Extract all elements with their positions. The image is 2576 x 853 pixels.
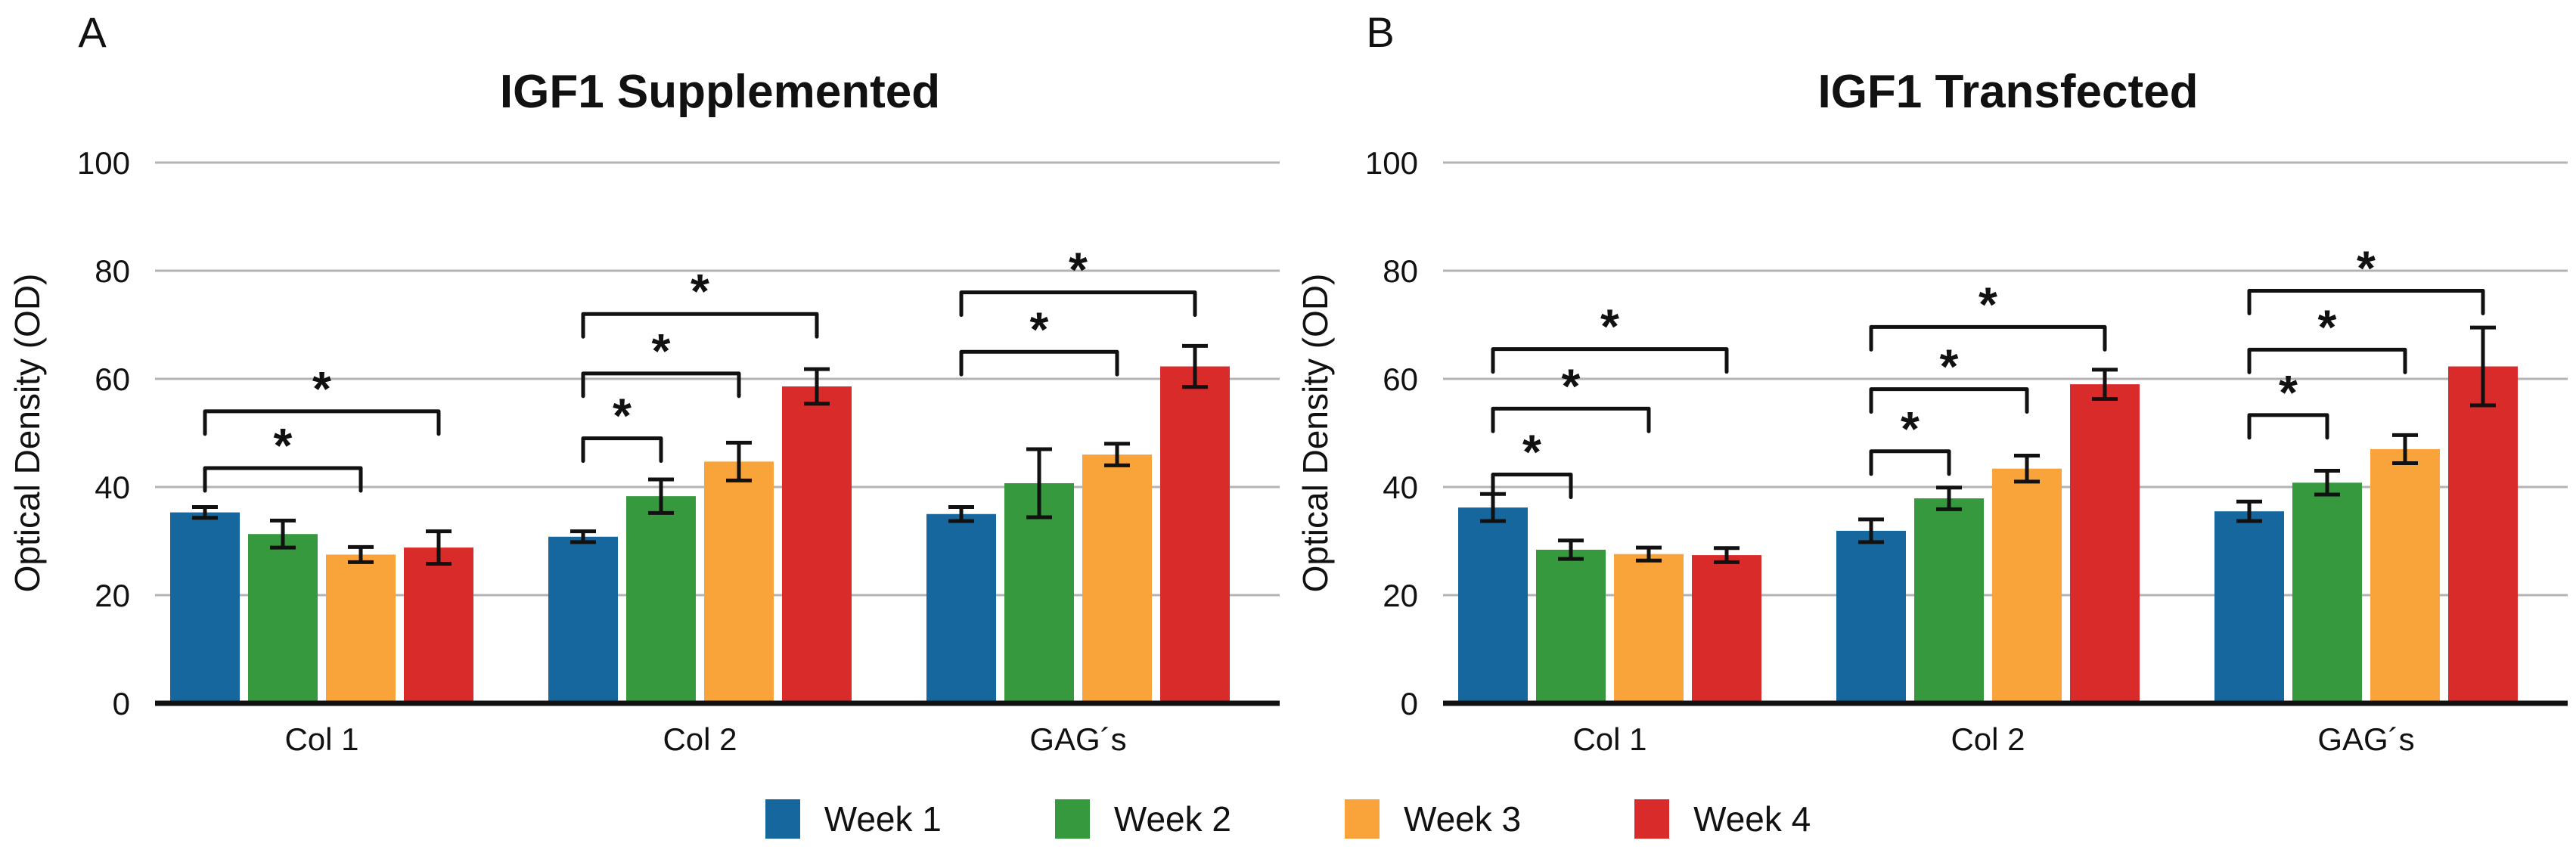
x-category-label: GAG´s <box>1029 721 1126 757</box>
bar-week-3 <box>704 461 774 703</box>
bar-week-3 <box>326 554 396 703</box>
chart-title: IGF1 Supplemented <box>500 66 940 118</box>
bar-week-2 <box>2292 482 2362 703</box>
significance-bracket <box>959 290 1197 318</box>
y-tick-label: 60 <box>1383 361 1418 397</box>
bar-week-4 <box>1160 366 1230 703</box>
legend-swatch-week-4 <box>1634 799 1670 839</box>
significance-asterisk: * <box>691 264 709 318</box>
significance-bracket <box>2247 288 2485 315</box>
y-tick-label: 80 <box>1383 253 1418 289</box>
x-category-label: Col 2 <box>1951 721 2025 757</box>
y-tick-label: 0 <box>113 686 130 721</box>
y-tick-label: 100 <box>1365 145 1418 181</box>
significance-bracket <box>2247 413 2329 440</box>
significance-bracket <box>581 436 663 464</box>
significance-asterisk: * <box>1940 340 1959 394</box>
bar-week-3 <box>1614 554 1684 703</box>
bar-week-1 <box>1836 530 1906 703</box>
legend-item: Week 3 <box>1345 799 1521 839</box>
significance-asterisk: * <box>652 324 671 378</box>
legend-swatch-week-2 <box>1054 799 1090 839</box>
bar-week-4 <box>1692 555 1761 703</box>
significance-bracket <box>959 349 1119 377</box>
bar-week-3 <box>1082 454 1152 703</box>
significance-asterisk: * <box>2318 299 2337 354</box>
bar-week-4 <box>2448 366 2518 703</box>
legend-label: Week 1 <box>824 799 942 839</box>
y-tick-label: 20 <box>1383 578 1418 613</box>
bar-week-2 <box>626 496 696 703</box>
significance-asterisk: * <box>2357 240 2376 295</box>
chart-panel-b: * * * * * * * * * 0 20 40 60 80 100 Col 1 Col 2 GAG´s IGF1… <box>1296 8 2568 757</box>
significance-asterisk: * <box>1979 277 1997 331</box>
x-category-label: GAG´s <box>2317 721 2414 757</box>
bar-week-2 <box>1914 498 1984 703</box>
bar-week-4 <box>404 547 473 703</box>
bar-week-3 <box>2370 448 2440 703</box>
significance-asterisk: * <box>1901 402 1920 456</box>
significance-asterisk: * <box>2279 365 2298 420</box>
x-category-label: Col 1 <box>1572 721 1646 757</box>
bar-week-1 <box>2214 511 2284 703</box>
bar-week-2 <box>1536 549 1606 703</box>
y-tick-label: 20 <box>95 578 130 613</box>
significance-bracket <box>1869 387 2029 414</box>
bar-week-2 <box>248 534 318 703</box>
significance-asterisk: * <box>1562 358 1581 413</box>
bar-week-1 <box>926 513 996 703</box>
chart-panel-a: * * * * * * * 0 20 40 60 80 100 Col 1 Col 2 GAG´s IGF1 S… <box>8 8 1280 757</box>
x-category-label: Col 1 <box>284 721 358 757</box>
panel-letter: A <box>78 8 107 56</box>
legend: Week 1 Week 2 Week 3 Week 4 <box>0 793 2576 845</box>
significance-bracket <box>1491 473 1573 500</box>
bar-week-4 <box>782 386 852 703</box>
significance-bracket <box>203 409 441 436</box>
significance-bracket <box>581 371 741 399</box>
legend-swatch-week-1 <box>765 799 800 839</box>
significance-asterisk: * <box>1600 299 1619 354</box>
significance-asterisk: * <box>274 418 293 473</box>
legend-item: Week 1 <box>765 799 942 839</box>
significance-bracket <box>1491 347 1729 374</box>
bar-week-1 <box>170 512 240 703</box>
legend-label: Week 2 <box>1113 799 1231 839</box>
legend-item: Week 2 <box>1054 799 1231 839</box>
x-category-label: Col 2 <box>663 721 737 757</box>
y-tick-label: 60 <box>95 361 130 397</box>
y-tick-label: 80 <box>95 253 130 289</box>
bar-week-4 <box>2070 384 2140 703</box>
legend-item: Week 4 <box>1634 799 1811 839</box>
legend-swatch-week-3 <box>1345 799 1380 839</box>
y-tick-label: 40 <box>95 470 130 505</box>
y-tick-label: 0 <box>1401 686 1418 721</box>
bar-week-2 <box>1004 482 1074 703</box>
chart-panels: * * * * * * * 0 20 40 60 80 100 Col 1 Col 2 GAG´s IGF1 S… <box>8 8 2568 757</box>
legend-label: Week 3 <box>1404 799 1522 839</box>
y-axis-label: Optical Density (OD) <box>1296 274 1335 593</box>
significance-bracket <box>1491 406 1651 433</box>
significance-bracket <box>203 466 363 493</box>
y-axis-label: Optical Density (OD) <box>8 274 47 593</box>
significance-asterisk: * <box>1030 302 1049 356</box>
bar-week-3 <box>1992 468 2062 703</box>
y-tick-label: 40 <box>1383 470 1418 505</box>
significance-bracket <box>1869 324 2107 352</box>
y-tick-label: 100 <box>77 145 130 181</box>
significance-asterisk: * <box>312 361 331 416</box>
bar-week-1 <box>548 536 618 703</box>
significance-asterisk: * <box>1522 425 1541 479</box>
panel-letter: B <box>1366 8 1394 56</box>
significance-asterisk: * <box>613 389 632 443</box>
chart-title: IGF1 Transfected <box>1817 66 2198 118</box>
bar-week-1 <box>1458 507 1528 703</box>
significance-asterisk: * <box>1069 243 1088 297</box>
significance-bracket <box>581 312 819 339</box>
significance-bracket <box>2247 347 2407 374</box>
legend-label: Week 4 <box>1693 799 1811 839</box>
significance-bracket <box>1869 449 1951 476</box>
